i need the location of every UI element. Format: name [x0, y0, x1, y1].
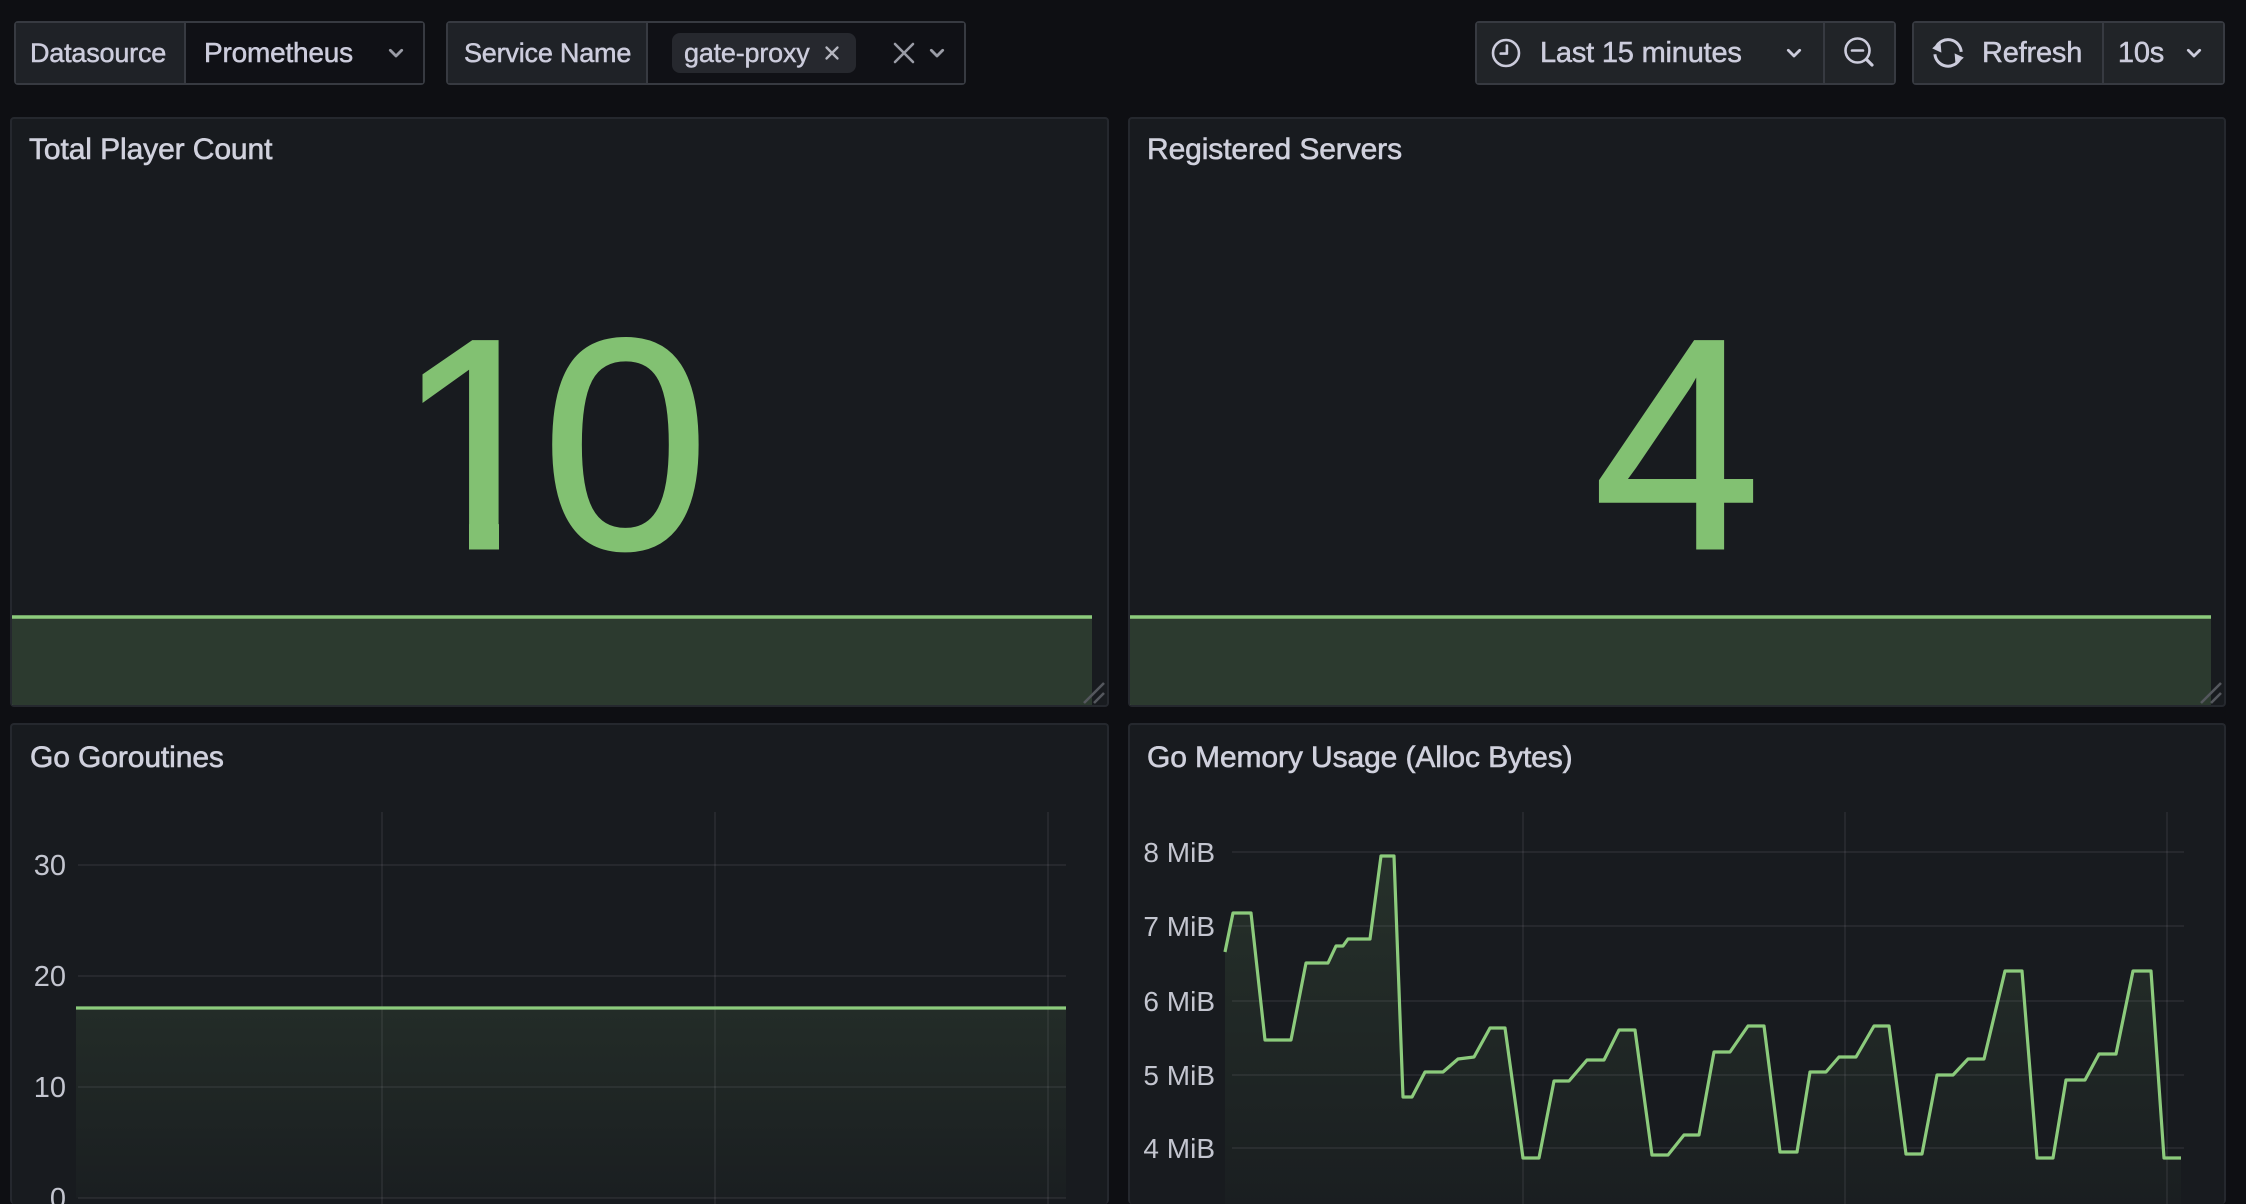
svg-text:30: 30: [34, 850, 66, 882]
svg-text:7 MiB: 7 MiB: [1143, 911, 1215, 942]
svg-text:8 MiB: 8 MiB: [1143, 837, 1215, 868]
svg-text:10: 10: [34, 1072, 66, 1104]
svg-text:5 MiB: 5 MiB: [1143, 1060, 1215, 1091]
svg-text:4 MiB: 4 MiB: [1143, 1133, 1215, 1164]
svg-text:20: 20: [34, 961, 66, 993]
svg-text:0: 0: [50, 1183, 66, 1204]
svg-text:6 MiB: 6 MiB: [1143, 986, 1215, 1017]
